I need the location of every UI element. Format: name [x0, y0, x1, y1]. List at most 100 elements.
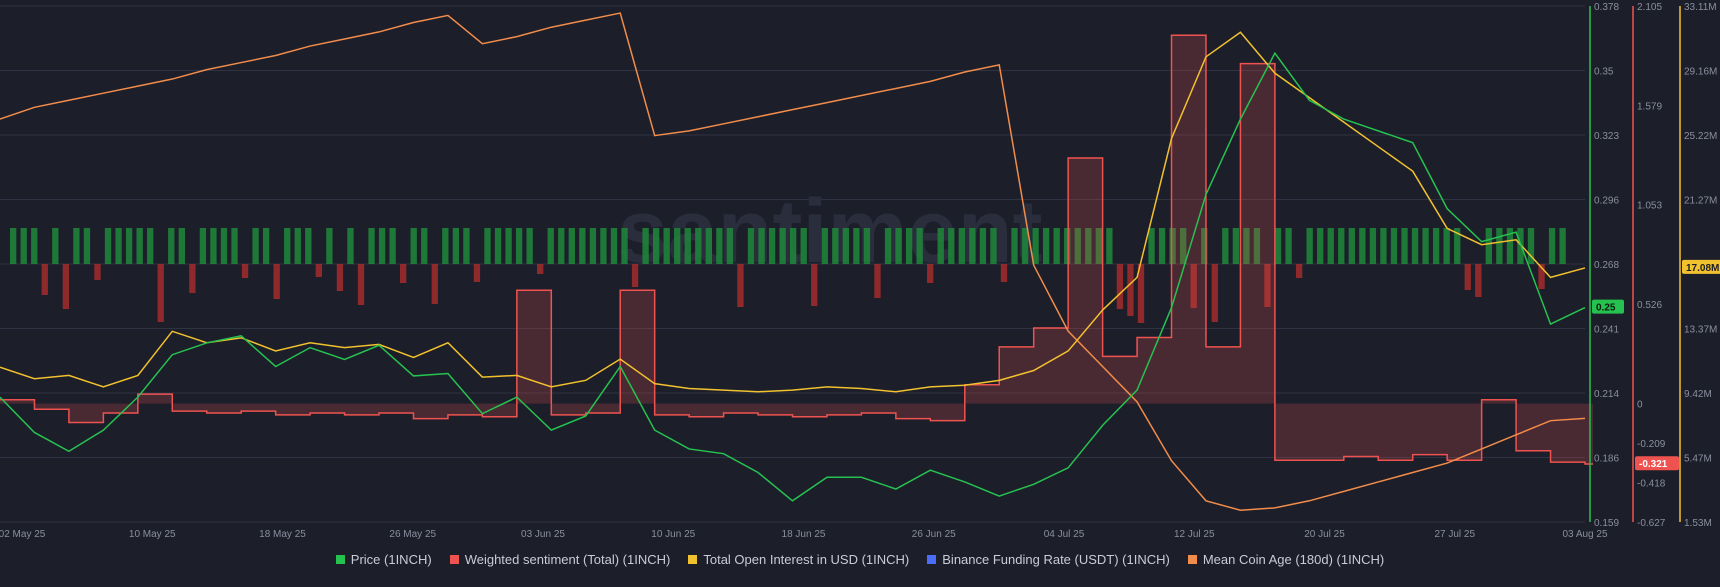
- open-interest-tick-label: 13.37M: [1684, 325, 1717, 336]
- funding-bar: [1137, 264, 1145, 323]
- sentiment-tick-label: 1.579: [1637, 101, 1662, 112]
- funding-bar: [684, 228, 691, 264]
- sentiment-series: [0, 34, 1593, 465]
- funding-bar: [558, 228, 565, 264]
- funding-bar: [1021, 228, 1029, 264]
- funding-bar: [241, 264, 249, 278]
- legend-swatch: [927, 555, 937, 564]
- funding-bar: [1274, 228, 1282, 264]
- sentiment-tick-label: 0.526: [1637, 300, 1662, 311]
- x-tick-label: 27 Jul 25: [1434, 529, 1475, 540]
- legend-label: Mean Coin Age (180d) (1INCH): [1202, 552, 1385, 567]
- funding-bar: [1095, 228, 1102, 264]
- funding-bar: [853, 228, 860, 264]
- funding-bar: [262, 228, 270, 264]
- funding-bar: [347, 228, 354, 264]
- funding-bar: [189, 264, 196, 293]
- legend-item[interactable]: Price (1INCH): [335, 552, 432, 567]
- legend-swatch: [1187, 555, 1197, 564]
- funding-bar: [1464, 264, 1471, 290]
- funding-bar: [115, 228, 122, 264]
- funding-bar: [220, 228, 228, 264]
- funding-bar: [979, 228, 987, 264]
- legend-item[interactable]: Mean Coin Age (180d) (1INCH): [1187, 552, 1385, 567]
- price-line: [0, 51, 1586, 502]
- funding-bar: [1253, 228, 1261, 264]
- funding-bar: [747, 228, 755, 264]
- price-tick-label: 0.268: [1594, 260, 1619, 271]
- funding-bar: [62, 264, 70, 309]
- funding-bar: [1327, 228, 1334, 264]
- funding-bar: [1454, 228, 1461, 264]
- funding-bar: [1496, 228, 1503, 264]
- funding-rate-bars: [10, 228, 1566, 323]
- legend-item[interactable]: Binance Funding Rate (USDT) (1INCH): [927, 552, 1170, 567]
- funding-bar: [231, 228, 238, 264]
- funding-bar: [842, 228, 850, 264]
- funding-bar: [1116, 264, 1124, 309]
- funding-bar: [157, 264, 164, 322]
- funding-bar: [1443, 228, 1450, 264]
- funding-bar: [1538, 264, 1545, 289]
- price-tick-label: 0.378: [1594, 2, 1619, 13]
- funding-bar: [315, 264, 322, 277]
- funding-bar: [1064, 228, 1071, 264]
- funding-bar: [990, 228, 997, 264]
- funding-bar: [1169, 228, 1176, 264]
- funding-bar: [336, 264, 344, 291]
- legend-label: Total Open Interest in USD (1INCH): [703, 552, 910, 567]
- open-interest-tick-label: 29.16M: [1684, 67, 1717, 78]
- funding-bar: [579, 228, 586, 264]
- funding-bar: [168, 228, 175, 264]
- open-interest-tick-label: 21.27M: [1684, 196, 1717, 207]
- legend-item[interactable]: Total Open Interest in USD (1INCH): [688, 552, 909, 567]
- funding-bar: [621, 228, 628, 264]
- funding-bar: [737, 264, 744, 307]
- funding-bar: [905, 228, 913, 264]
- funding-bar: [1264, 264, 1271, 307]
- funding-bar: [41, 264, 48, 295]
- price-current-badge: 0.25: [1596, 303, 1616, 314]
- line-series: [0, 12, 1586, 511]
- legend-swatch: [335, 555, 345, 564]
- x-tick-label: 18 May 25: [259, 529, 306, 540]
- funding-bar: [537, 264, 544, 274]
- legend-swatch: [449, 555, 459, 564]
- funding-bar: [948, 228, 955, 264]
- funding-bar: [1222, 228, 1229, 264]
- legend-item[interactable]: Weighted sentiment (Total) (1INCH): [449, 552, 671, 567]
- funding-bar: [652, 228, 660, 264]
- funding-bar: [695, 228, 702, 264]
- sentiment-tick-label: 1.053: [1637, 201, 1662, 212]
- funding-bar: [874, 264, 881, 298]
- funding-bar: [368, 228, 375, 264]
- open-interest-tick-label: 25.22M: [1684, 131, 1717, 142]
- funding-bar: [1042, 228, 1050, 264]
- sentiment-current-badge-bg: [1635, 456, 1679, 471]
- funding-bar: [326, 228, 333, 264]
- funding-bar: [1475, 264, 1482, 297]
- funding-bar: [1127, 264, 1134, 316]
- funding-bar: [1032, 228, 1039, 264]
- funding-bar: [484, 228, 491, 264]
- open-interest-tick-label: 5.47M: [1684, 454, 1712, 465]
- funding-bar: [884, 228, 892, 264]
- funding-bar: [1348, 228, 1355, 264]
- open-interest-tick-label: 1.53M: [1684, 518, 1712, 529]
- sentiment-tick-label: -0.627: [1637, 518, 1666, 529]
- funding-bar: [790, 228, 797, 264]
- sentiment-tick-label: 2.105: [1637, 2, 1662, 13]
- price-tick-label: 0.159: [1594, 518, 1619, 529]
- funding-bar: [31, 228, 38, 264]
- coin-age-line: [0, 12, 1586, 511]
- funding-bar: [1432, 228, 1440, 264]
- funding-bar: [705, 228, 712, 264]
- funding-bar: [94, 264, 101, 280]
- funding-bar: [1548, 228, 1556, 264]
- funding-bar: [284, 228, 291, 264]
- funding-bar: [515, 228, 523, 264]
- funding-bar: [969, 228, 976, 264]
- legend-label: Weighted sentiment (Total) (1INCH): [464, 552, 671, 567]
- funding-bar: [589, 228, 597, 264]
- funding-bar: [1559, 228, 1566, 264]
